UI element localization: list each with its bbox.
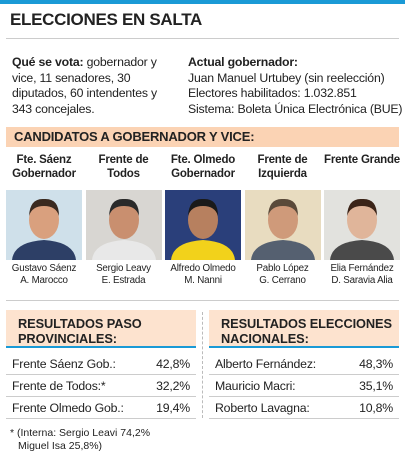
- result-value: 42,8%: [156, 357, 190, 371]
- candidate: Frente Grande Elia Fernández D. Saravia Al…: [324, 154, 400, 296]
- result-row: Frente Olmedo Gob.: 19,4%: [6, 398, 196, 419]
- footnote-line: * (Interna: Sergio Leavi 74,2%: [10, 427, 151, 439]
- column-divider: [202, 312, 203, 418]
- divider: [6, 38, 399, 39]
- info-label: Actual gobernador:: [188, 55, 298, 69]
- candidates-banner: CANDIDATOS A GOBERNADOR Y VICE:: [6, 127, 399, 147]
- result-label: Frente Sáenz Gob.:: [12, 357, 116, 371]
- info-left: Qué se vota: gobernador y vice, 11 senad…: [12, 55, 177, 117]
- candidate-photo: [244, 190, 321, 260]
- candidate-names: Gustavo Sáenz A. Marocco: [6, 263, 82, 287]
- result-label: Frente Olmedo Gob.:: [12, 401, 124, 415]
- result-value: 35,1%: [359, 379, 393, 393]
- candidate-names: Elia Fernández D. Saravia Alia: [324, 263, 400, 287]
- result-label: Frente de Todos:*: [12, 379, 106, 393]
- portrait: [91, 198, 156, 260]
- candidate-party: Fte. Sáenz Gobernador: [12, 154, 76, 180]
- result-row: Roberto Lavagna: 10,8%: [209, 398, 399, 419]
- results-header: RESULTADOS PASO PROVINCIALES:: [6, 310, 196, 348]
- governor-name: Pablo López: [256, 263, 309, 274]
- vice-name: E. Estrada: [101, 275, 146, 286]
- info-line: Sistema: Boleta Única Electrónica (BUE): [188, 101, 403, 116]
- result-value: 48,3%: [359, 357, 393, 371]
- candidate-party: Frente de Todos: [98, 154, 149, 180]
- result-label: Alberto Fernández:: [215, 357, 316, 371]
- result-value: 10,8%: [359, 401, 393, 415]
- vice-name: M. Nanni: [184, 275, 222, 286]
- info-line: Juan Manuel Urtubey (sin reelección): [188, 70, 385, 85]
- info-line: Electores habilitados: 1.032.851: [188, 86, 357, 100]
- candidate-party: Frente Grande: [324, 154, 401, 166]
- result-row: Mauricio Macri: 35,1%: [209, 376, 399, 397]
- result-value: 32,2%: [156, 379, 190, 393]
- footnote: * (Interna: Sergio Leavi 74,2% Miguel Is…: [10, 427, 150, 453]
- info-right: Actual gobernador: Juan Manuel Urtubey (…: [188, 55, 403, 117]
- candidate-names: Sergio Leavy E. Estrada: [86, 263, 162, 287]
- candidate: Fte. Olmedo Gobernador Alfredo Olmedo M. N…: [165, 154, 241, 296]
- candidate-photo: [85, 190, 162, 260]
- vice-name: G. Cerrano: [259, 275, 306, 286]
- governor-name: Alfredo Olmedo: [170, 263, 236, 274]
- governor-name: Elia Fernández: [330, 263, 394, 274]
- result-row: Alberto Fernández: 48,3%: [209, 354, 399, 375]
- candidate-photo: [324, 190, 400, 260]
- vice-name: A. Marocco: [20, 275, 68, 286]
- footnote-line: Miguel Isa 25,8%): [18, 440, 103, 452]
- result-label: Mauricio Macri:: [215, 379, 296, 393]
- result-row: Frente Sáenz Gob.: 42,8%: [6, 354, 196, 375]
- candidate: Frente de Izquierda Pablo López G. Cerrano: [244, 154, 321, 296]
- title: ELECCIONES EN SALTA: [10, 10, 203, 29]
- governor-name: Sergio Leavy: [96, 263, 151, 274]
- candidate-party: Frente de Izquierda: [257, 154, 308, 180]
- info-text: gobernador y vice, 11 senadores, 30 dipu…: [12, 55, 158, 116]
- candidate: Fte. Sáenz Gobernador Gustavo Sáenz A. Mar…: [6, 154, 82, 296]
- result-label: Roberto Lavagna:: [215, 401, 310, 415]
- info-label: Qué se vota:: [12, 55, 84, 69]
- candidate-party: Fte. Olmedo Gobernador: [170, 154, 236, 180]
- candidate-photo: [165, 190, 241, 260]
- candidate-photo: [6, 190, 82, 260]
- portrait: [330, 198, 394, 260]
- candidate-names: Alfredo Olmedo M. Nanni: [165, 263, 241, 287]
- vice-name: D. Saravia Alia: [331, 275, 393, 286]
- top-bar: [0, 0, 405, 4]
- governor-name: Gustavo Sáenz: [11, 263, 77, 274]
- results-header: RESULTADOS ELECCIONES NACIONALES:: [209, 310, 399, 348]
- portrait: [171, 198, 235, 260]
- result-value: 19,4%: [156, 401, 190, 415]
- result-row: Frente de Todos:* 32,2%: [6, 376, 196, 397]
- portrait: [12, 198, 76, 260]
- divider: [6, 300, 399, 301]
- candidate: Frente de Todos Sergio Leavy E. Estrada: [85, 154, 162, 296]
- candidate-names: Pablo López G. Cerrano: [245, 263, 321, 287]
- portrait: [250, 198, 315, 260]
